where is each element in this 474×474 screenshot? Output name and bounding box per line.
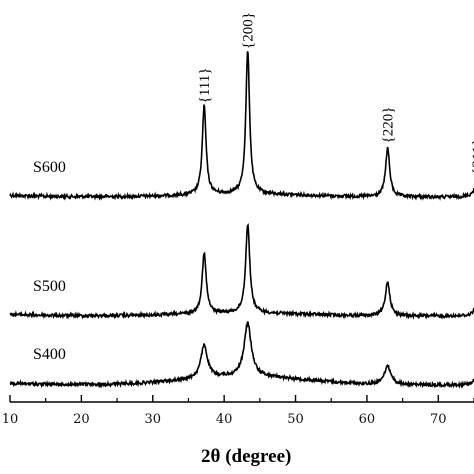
x-tick-label: 10: [2, 412, 19, 427]
series-line-s400: [9, 321, 474, 389]
series-label-s500: S500: [33, 278, 66, 295]
series-line-s500: [9, 222, 474, 321]
x-tick-label: 20: [73, 412, 90, 427]
series-line-s600: [9, 51, 474, 202]
label-layer: S600 S500 S400 {111} {200} {220} {311}: [33, 12, 474, 363]
x-tick-label: 30: [144, 412, 161, 427]
series-layer: [9, 51, 474, 389]
peak-label-220: {220}: [381, 106, 397, 143]
series-label-s400: S400: [33, 346, 66, 363]
x-tick-label: 60: [359, 412, 376, 427]
peak-label-200: {200}: [241, 12, 257, 49]
x-tick-label: 40: [216, 412, 233, 427]
peak-label-111: {111}: [197, 68, 213, 104]
series-label-s600: S600: [33, 159, 66, 176]
x-axis-title: 2θ (degree): [201, 446, 291, 467]
tick-layer: 10 20 30 40 50 60 70: [2, 395, 474, 427]
x-tick-label: 70: [430, 412, 447, 427]
x-tick-label: 50: [287, 412, 304, 427]
peak-label-311: {311}: [470, 138, 474, 174]
